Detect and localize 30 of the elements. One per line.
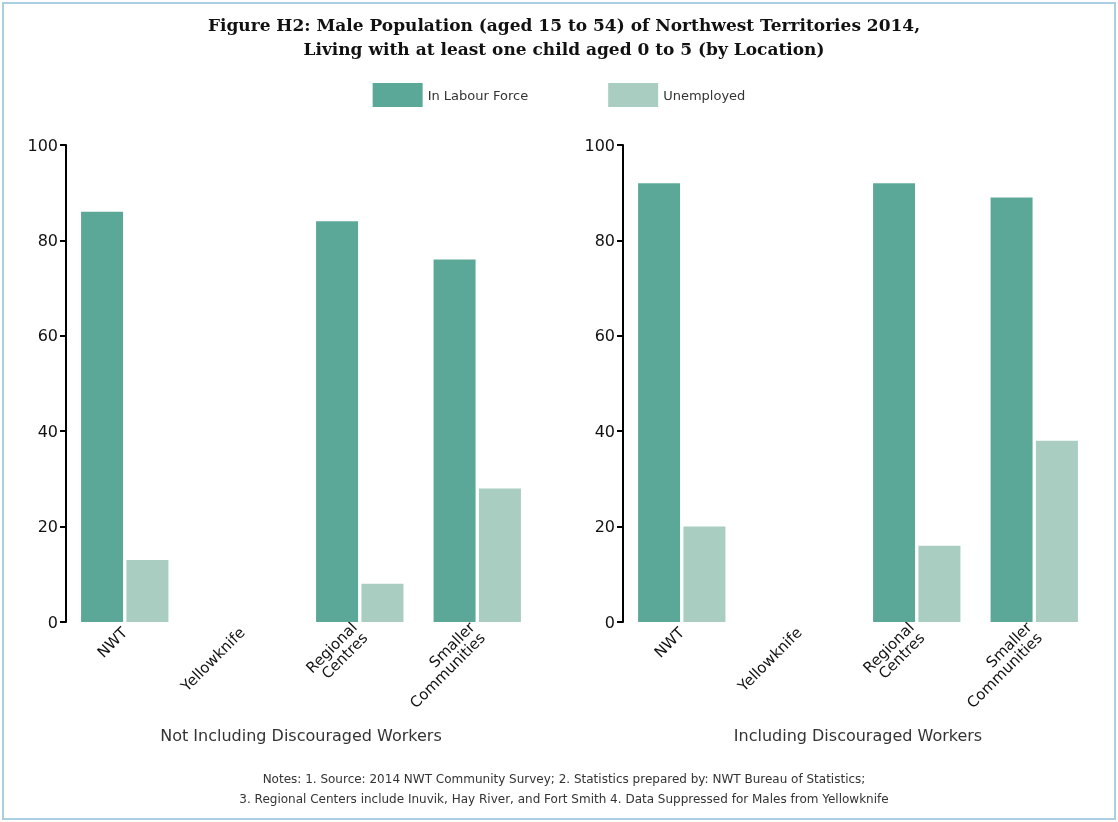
bar — [918, 545, 961, 622]
bar — [478, 488, 521, 622]
bar — [126, 559, 169, 622]
x-axis-title: Including Discouraged Workers — [733, 725, 983, 745]
legend-label: In Labour Force — [427, 87, 529, 103]
bar — [433, 259, 476, 622]
bar — [990, 197, 1033, 622]
bar — [873, 183, 916, 622]
legend-label: Unemployed — [663, 87, 746, 103]
y-tick-label: 40 — [37, 421, 58, 441]
y-tick-label: 0 — [604, 612, 615, 632]
y-tick-label: 40 — [594, 421, 615, 441]
y-tick-label: 20 — [594, 517, 615, 537]
bar — [638, 183, 681, 622]
y-tick-label: 60 — [594, 326, 615, 346]
y-tick-label: 20 — [37, 517, 58, 537]
bar — [81, 211, 124, 622]
y-tick-label: 0 — [47, 612, 58, 632]
bar — [361, 583, 404, 622]
bar — [316, 221, 359, 622]
y-tick-label: 100 — [584, 135, 615, 155]
text: Figure H2: Male Population (aged 15 to 54) of Northwest Territories 2014, Living with at least one child aged 0 to 5 (by Location) — [207, 15, 921, 59]
bar — [683, 526, 726, 622]
bar — [1035, 440, 1078, 622]
y-tick-label: 80 — [594, 230, 615, 250]
y-tick-label: 80 — [37, 230, 58, 250]
y-tick-label: 100 — [27, 135, 58, 155]
text: Notes: 1. Source: 2014 NWT Community Survey; 2. Statistics prepared by: NWT Bureau of Statistics; 3. Regional Centers include Inuvik, Hay River, and Fort Smith 4. Data Suppressed for Males from Yellowknife — [239, 772, 889, 806]
y-tick-label: 60 — [37, 326, 58, 346]
x-axis-title: Not Including Discouraged Workers — [160, 725, 442, 745]
